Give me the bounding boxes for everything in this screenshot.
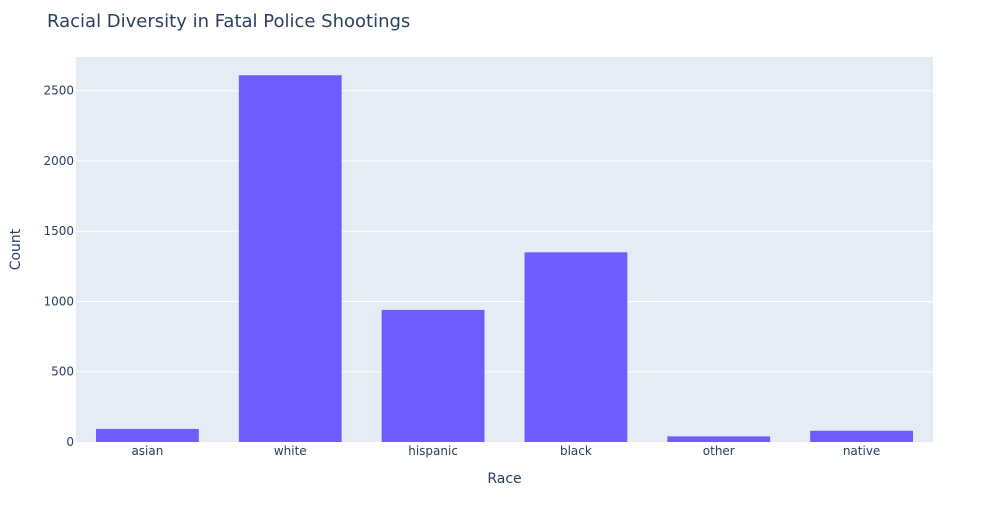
x-tick-label: native: [843, 444, 880, 458]
y-tick-label: 1000: [43, 294, 74, 308]
bar-native[interactable]: [810, 430, 914, 442]
chart-title: Racial Diversity in Fatal Police Shootin…: [47, 11, 410, 32]
x-axis-ticks: asian white hispanic black other native: [131, 444, 880, 458]
gridlines: [76, 90, 933, 373]
x-axis-label: Race: [487, 471, 521, 487]
y-tick-label: 2500: [43, 84, 74, 98]
bar-black[interactable]: [524, 252, 628, 442]
plot-area: [76, 57, 933, 442]
bar-hispanic[interactable]: [381, 309, 485, 442]
y-tick-label: 0: [66, 435, 74, 449]
bar-white[interactable]: [238, 75, 342, 443]
y-tick-label: 2000: [43, 154, 74, 168]
bars: [95, 75, 914, 443]
x-tick-label: asian: [131, 444, 163, 458]
x-tick-label: white: [274, 444, 307, 458]
bar-asian[interactable]: [95, 428, 199, 442]
y-axis-label: Count: [8, 228, 24, 270]
y-tick-label: 1500: [43, 224, 74, 238]
x-tick-label: other: [703, 444, 735, 458]
bar-other[interactable]: [667, 436, 771, 442]
x-tick-label: hispanic: [408, 444, 458, 458]
x-tick-label: black: [560, 444, 592, 458]
y-tick-label: 500: [51, 365, 74, 379]
y-axis-ticks: 0 500 1000 1500 2000 2500: [43, 84, 74, 449]
